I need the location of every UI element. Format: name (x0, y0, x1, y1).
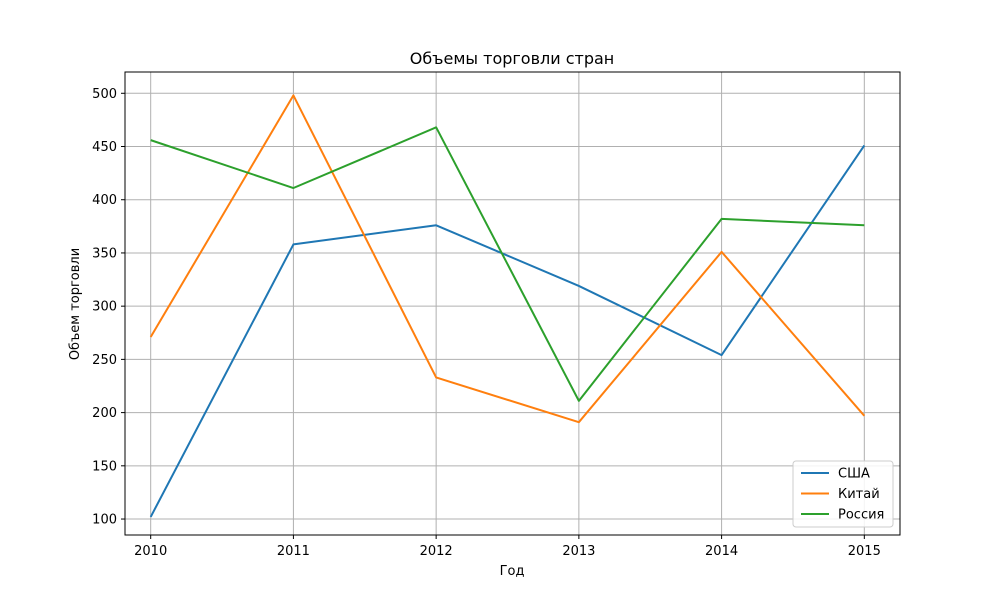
series-line-0 (149, 144, 866, 518)
x-tick-label: 2012 (420, 544, 453, 559)
x-tick-label: 2010 (134, 544, 167, 559)
legend-label: Россия (838, 508, 884, 523)
grid (125, 72, 900, 535)
x-axis-label: Год (500, 564, 525, 579)
y-tick-label: 200 (92, 406, 117, 421)
series-line-2 (150, 126, 865, 402)
y-axis-label: Объем торговли (68, 248, 83, 360)
series-lines (149, 94, 866, 518)
x-tick-label: 2011 (277, 544, 310, 559)
x-tick-label: 2014 (705, 544, 738, 559)
y-tick-label: 450 (92, 140, 117, 155)
y-axis-ticks: 100 150 200 250 300 350 400 450 500 (92, 87, 125, 528)
y-tick-label: 150 (92, 459, 117, 474)
legend-box (792, 460, 894, 528)
y-tick-label: 500 (92, 87, 117, 102)
x-tick-label: 2015 (848, 544, 881, 559)
legend-label: США (838, 467, 870, 482)
y-tick-label: 400 (92, 193, 117, 208)
y-tick-label: 100 (92, 513, 117, 528)
plot-area-frame (124, 71, 901, 536)
y-tick-label: 250 (92, 353, 117, 368)
chart-title: Объемы торговли стран (410, 49, 615, 68)
y-tick-label: 300 (92, 300, 117, 315)
x-tick-label: 2013 (562, 544, 595, 559)
legend-label: Китай (838, 487, 880, 502)
x-axis-ticks: 2010 2011 2012 2013 2014 2015 (134, 535, 881, 559)
series-line-1 (149, 94, 866, 424)
legend: США Китай Россия (792, 460, 894, 528)
y-tick-label: 350 (92, 246, 117, 261)
